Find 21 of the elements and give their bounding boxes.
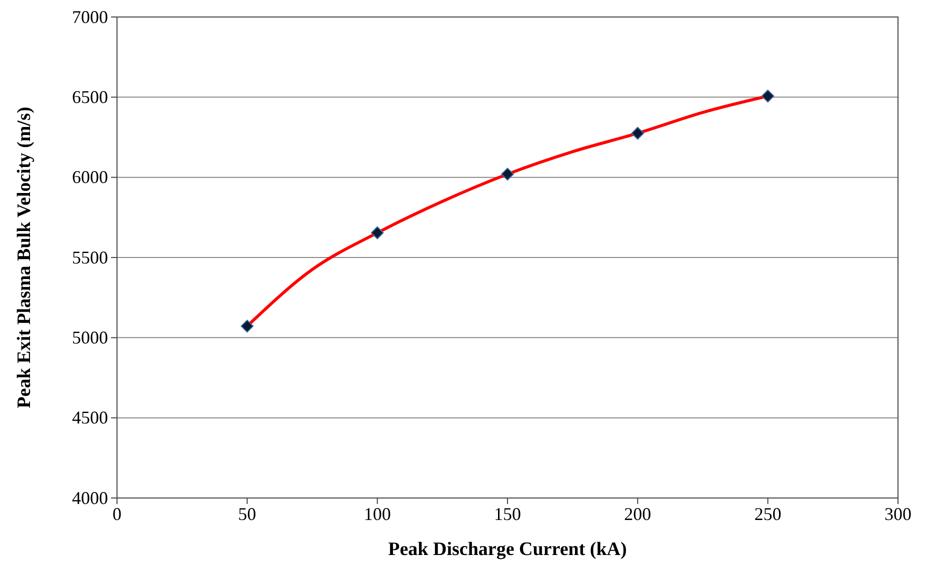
point	[761, 90, 774, 102]
x-tick-label: 100	[364, 504, 391, 524]
point	[501, 168, 514, 181]
x-tick-label: 0	[112, 504, 122, 524]
point	[631, 126, 644, 140]
y-tick-label: 7000	[72, 6, 108, 27]
y-tick-label: 4500	[72, 408, 108, 428]
point	[240, 320, 254, 333]
x-tick-label: 250	[754, 504, 782, 524]
point	[370, 226, 384, 240]
y-tick-label: 6000	[72, 167, 108, 188]
x-axis-title: Peak Discharge Current (kA)	[388, 539, 627, 560]
x-tick-label: 150	[494, 504, 521, 524]
y-tick-label: 5000	[72, 327, 108, 348]
y-tick-label: 4000	[72, 488, 108, 508]
y-axis-title: Peak Exit Plasma Bulk Velocity (m/s)	[14, 106, 35, 408]
x-tick-label: 300	[884, 504, 912, 524]
y-tick-label: 6500	[72, 86, 108, 107]
y-tick-label: 5500	[72, 247, 108, 268]
x-tick-label: 50	[238, 504, 256, 524]
x-tick-label: 200	[624, 504, 652, 524]
